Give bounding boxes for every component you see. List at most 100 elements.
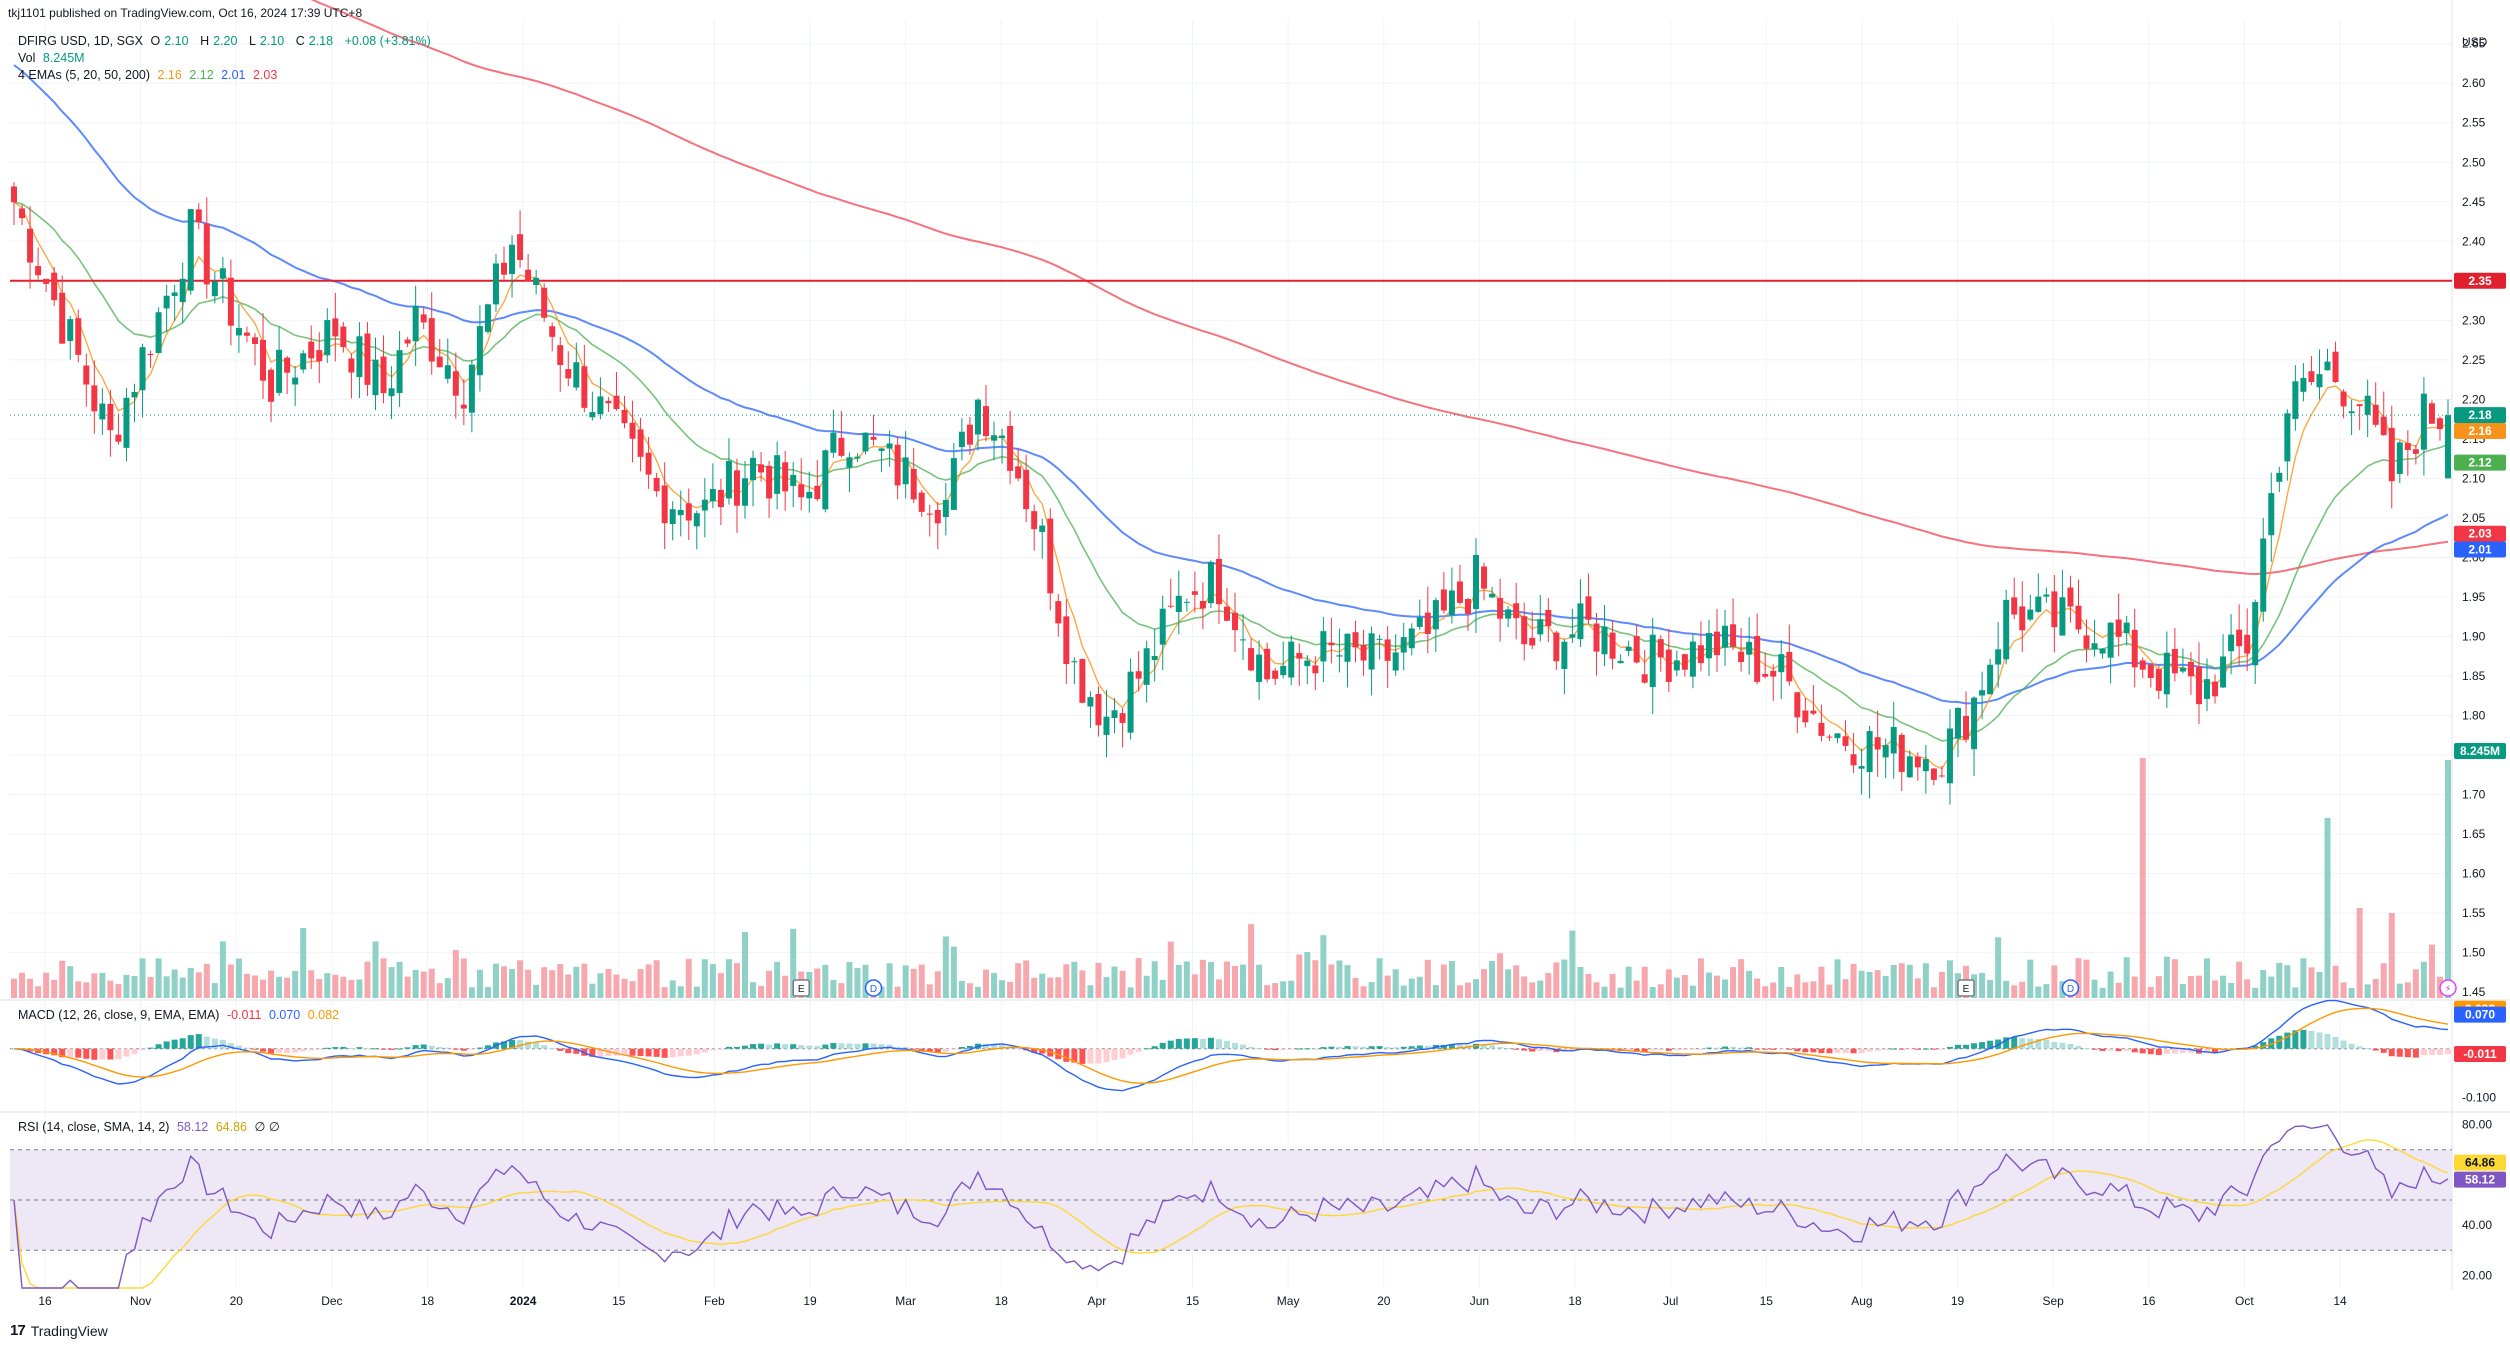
candle-body <box>1633 636 1640 663</box>
candle <box>621 395 628 429</box>
volume-bar <box>1561 959 1568 998</box>
time-tick-label: Jul <box>1663 1294 1678 1308</box>
candle-body <box>742 478 749 506</box>
candle-body <box>605 400 612 404</box>
candle-body <box>870 436 877 440</box>
macd-histogram-bar <box>525 1041 532 1049</box>
candle-body <box>2284 413 2291 462</box>
candle-body <box>862 432 869 452</box>
macd-histogram-bar <box>1963 1044 1970 1049</box>
macd-histogram-bar <box>1778 1048 1785 1050</box>
macd-histogram-bar <box>605 1048 612 1057</box>
macd-histogram-bar <box>2260 1042 2267 1049</box>
macd-legend[interactable]: MACD (12, 26, close, 9, EMA, EMA) -0.011… <box>18 1008 343 1022</box>
tradingview-logo[interactable]: 17 TradingView <box>10 1322 108 1339</box>
macd-histogram-bar <box>1673 1048 1680 1051</box>
rsi-tag: 64.86 <box>2454 1154 2506 1171</box>
candle <box>701 478 708 538</box>
candle-body <box>677 509 684 516</box>
macd-histogram-bar <box>2083 1048 2090 1050</box>
volume-bar <box>1320 935 1327 998</box>
price-tick-label: 1.55 <box>2462 906 2486 920</box>
candle <box>878 447 885 473</box>
candle-body <box>2220 656 2227 688</box>
volume-bar <box>1416 976 1423 998</box>
candle-body <box>1207 562 1214 604</box>
macd-histogram-bar <box>2252 1045 2259 1049</box>
candle-body <box>1569 634 1576 638</box>
candle <box>629 400 636 463</box>
dividend-marker-label: D <box>870 984 877 995</box>
price-tick-label: 2.25 <box>2462 353 2486 367</box>
volume-bar <box>1312 960 1319 998</box>
candle-body <box>1376 638 1383 640</box>
macd-histogram-bar <box>918 1048 925 1051</box>
price-tick-label: 2.60 <box>2462 76 2486 90</box>
candle <box>1561 638 1568 695</box>
candle-body <box>1954 707 1961 739</box>
candle-body <box>316 350 323 362</box>
volume-bar <box>388 967 395 998</box>
volume-bar <box>1713 975 1720 998</box>
candle-body <box>2420 393 2427 450</box>
macd-histogram-bar <box>1730 1046 1737 1049</box>
ema-legend[interactable]: 4 EMAs (5, 20, 50, 200) 2.16 2.12 2.01 2… <box>18 68 281 82</box>
candle <box>2067 575 2074 623</box>
volume-legend[interactable]: Vol 8.245M <box>18 51 89 65</box>
volume-bar <box>1240 964 1247 998</box>
candle-body <box>1890 726 1897 754</box>
volume-bar <box>838 983 845 998</box>
candle <box>1770 664 1777 701</box>
candle-body <box>1095 694 1102 726</box>
candle <box>2115 593 2122 657</box>
price-tick-label: 2.20 <box>2462 392 2486 406</box>
macd-histogram-bar <box>1031 1048 1038 1053</box>
candle-body <box>1007 425 1014 471</box>
candle-body <box>2228 634 2235 652</box>
candle <box>171 284 178 322</box>
macd-histogram-bar <box>1746 1047 1753 1049</box>
macd-histogram-bar <box>243 1047 250 1049</box>
candle <box>388 366 395 420</box>
candle <box>1705 619 1712 676</box>
candle-body <box>2107 622 2114 658</box>
price-tag: 2.12 <box>2454 454 2506 471</box>
candle <box>1754 613 1761 685</box>
time-tick-label: Oct <box>2235 1294 2254 1308</box>
candle-body <box>1272 670 1279 679</box>
candle <box>67 315 74 360</box>
volume-bar <box>139 958 146 998</box>
symbol-name[interactable]: DFIRG USD, 1D, SGX <box>18 34 144 48</box>
candle <box>1963 691 1970 743</box>
candle <box>1497 578 1504 642</box>
macd-histogram-bar <box>1537 1048 1544 1052</box>
candle <box>1111 698 1118 734</box>
candle-body <box>2404 443 2411 451</box>
volume-bar <box>2019 981 2026 998</box>
candle <box>733 458 740 533</box>
candle-body <box>2011 597 2018 615</box>
candle <box>709 463 716 509</box>
volume-bar <box>2364 984 2371 998</box>
low-value: 2.10 <box>259 34 285 48</box>
candle <box>1256 640 1263 700</box>
macd-histogram-bar <box>629 1048 636 1056</box>
volume-bar <box>2420 961 2427 998</box>
candle-body <box>1963 715 1970 740</box>
macd-histogram-bar <box>1987 1040 1994 1049</box>
macd-histogram-bar <box>1697 1048 1704 1050</box>
macd-histogram-bar <box>1336 1046 1343 1049</box>
volume-bar <box>1794 974 1801 998</box>
macd-histogram-bar <box>51 1048 58 1056</box>
volume-bar <box>1063 964 1070 998</box>
volume-bar <box>1810 981 1817 998</box>
rsi-legend[interactable]: RSI (14, close, SMA, 14, 2) 58.12 64.86 … <box>18 1119 284 1134</box>
candle <box>1007 410 1014 485</box>
symbol-legend[interactable]: DFIRG USD, 1D, SGX O 2.10 H 2.20 L 2.10 C 2.… <box>18 34 435 48</box>
candle <box>2059 569 2066 636</box>
candle-body <box>1681 654 1688 670</box>
candle <box>476 305 483 392</box>
volume-bar <box>2268 976 2275 998</box>
candle <box>717 478 724 526</box>
